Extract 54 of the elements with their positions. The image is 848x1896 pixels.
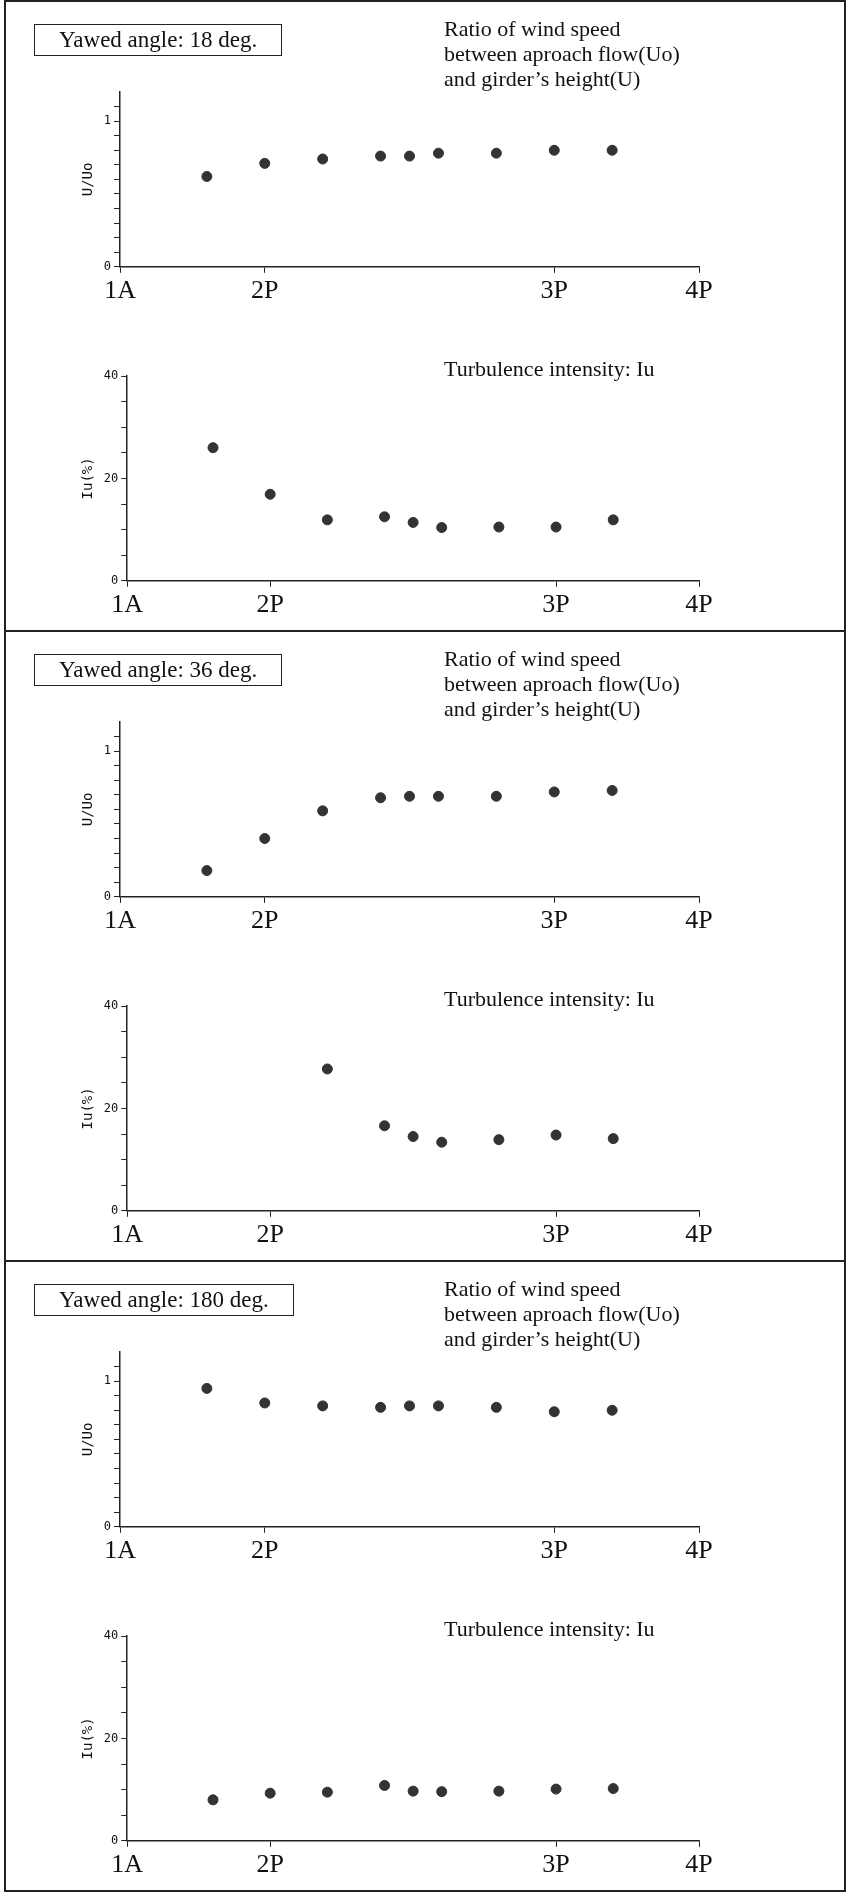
y-tick-label: 0 <box>111 1202 119 1217</box>
y-tick-label: 0 <box>103 1518 112 1533</box>
chart-subtitle: Ratio of wind speed between aproach flow(Uo) and girder’s height(U) <box>444 1276 680 1351</box>
x-tick-label: 2P <box>251 1535 279 1565</box>
y-axis-title: Iu(%) <box>79 457 96 500</box>
x-tick-label: 1A <box>104 905 137 935</box>
y-tick-label: 1 <box>103 113 112 128</box>
y-tick-label: 20 <box>103 1100 119 1115</box>
chart-subtitle: Turbulence intensity: Iu <box>444 986 655 1011</box>
y-tick-label: 0 <box>103 888 112 903</box>
y-tick-label: 40 <box>103 1628 119 1643</box>
x-tick-label: 3P <box>540 905 568 935</box>
y-axis-title: Iu(%) <box>79 1717 96 1760</box>
x-tick-label: 2P <box>251 275 279 305</box>
chart-subtitle: Ratio of wind speed between aproach flow(Uo) and girder’s height(U) <box>444 16 680 91</box>
x-tick-label: 2P <box>256 1219 284 1249</box>
x-tick-label: 1A <box>104 275 137 305</box>
x-tick-label: 4P <box>685 905 713 935</box>
y-axis-title: U/Uo <box>79 1422 96 1457</box>
chart-subtitle: Turbulence intensity: Iu <box>444 1616 655 1641</box>
chart-subtitle: Ratio of wind speed between aproach flow(Uo) and girder’s height(U) <box>444 646 680 721</box>
x-tick-label: 4P <box>685 589 713 619</box>
y-tick-label: 1 <box>103 743 112 758</box>
x-tick-label: 2P <box>256 589 284 619</box>
y-tick-label: 40 <box>103 368 119 383</box>
x-tick-label: 4P <box>685 1535 713 1565</box>
chart-title: Yawed angle: 180 deg. <box>34 1284 294 1316</box>
chart-title: Yawed angle: 18 deg. <box>34 24 283 56</box>
y-axis-title: U/Uo <box>79 162 96 197</box>
x-tick-label: 3P <box>540 275 568 305</box>
x-tick-label: 3P <box>540 1535 568 1565</box>
x-tick-label: 4P <box>685 1219 713 1249</box>
y-tick-label: 0 <box>103 258 112 273</box>
x-tick-label: 1A <box>111 1849 144 1879</box>
x-tick-label: 1A <box>111 1219 144 1249</box>
chart-title: Yawed angle: 36 deg. <box>34 654 283 686</box>
x-tick-label: 3P <box>542 1219 570 1249</box>
y-tick-label: 20 <box>103 1730 119 1745</box>
y-tick-label: 1 <box>103 1373 112 1388</box>
x-tick-label: 2P <box>251 905 279 935</box>
y-axis-title: Iu(%) <box>79 1087 96 1130</box>
x-tick-label: 4P <box>685 1849 713 1879</box>
y-tick-label: 0 <box>111 572 119 587</box>
x-tick-label: 4P <box>685 275 713 305</box>
y-axis-title: U/Uo <box>79 792 96 827</box>
x-tick-label: 1A <box>111 589 144 619</box>
y-tick-label: 40 <box>103 998 119 1013</box>
x-tick-label: 3P <box>542 589 570 619</box>
x-tick-label: 2P <box>256 1849 284 1879</box>
x-tick-label: 1A <box>104 1535 137 1565</box>
y-tick-label: 0 <box>111 1832 119 1847</box>
x-tick-label: 3P <box>542 1849 570 1879</box>
chart-subtitle: Turbulence intensity: Iu <box>444 356 655 381</box>
y-tick-label: 20 <box>103 470 119 485</box>
